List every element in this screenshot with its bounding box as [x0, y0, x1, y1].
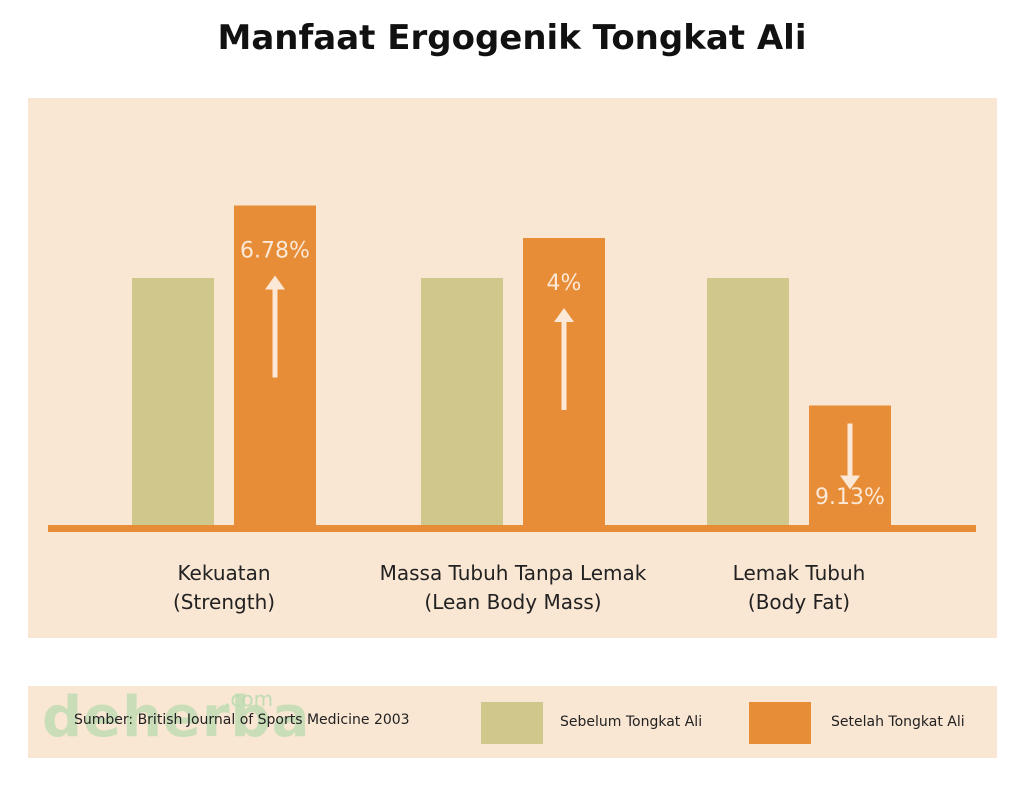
chart-title: Manfaat Ergogenik Tongkat Ali	[217, 18, 807, 58]
x-axis-baseline	[48, 525, 976, 532]
bar-annotation-label: 4%	[547, 271, 582, 296]
x-tick-label: Massa Tubuh Tanpa Lemak	[380, 561, 647, 585]
bar-chart: 6.78% Kekuatan (Strength) 4% Massa Tubuh Tan…	[48, 205, 976, 614]
bar-before	[707, 278, 789, 528]
chart-panel: 6.78% Kekuatan (Strength) 4% Massa Tubuh Tan…	[28, 98, 997, 638]
up-arrow-head-icon	[554, 308, 574, 322]
bar-annotation-label: 9.13%	[815, 485, 885, 510]
legend-swatch-after	[749, 702, 811, 744]
legend-panel: deherba .com Sumber: British Journal of …	[28, 686, 997, 758]
source-text: Sumber: British Journal of Sports Medici…	[74, 712, 410, 728]
bar-before	[421, 278, 503, 528]
bar-annotation-label: 6.78%	[240, 239, 310, 264]
up-arrow-head-icon	[265, 275, 285, 290]
watermark-logo: deherba	[42, 685, 311, 750]
bar-before	[132, 278, 214, 528]
legend-label-after: Setelah Tongkat Ali	[831, 714, 965, 730]
legend-swatch-before	[481, 702, 543, 744]
legend-label-before: Sebelum Tongkat Ali	[560, 714, 703, 730]
x-tick-label: Lemak Tubuh	[733, 561, 866, 585]
watermark-suffix: .com	[224, 687, 274, 711]
x-tick-label: (Body Fat)	[748, 590, 850, 614]
down-arrow-head-icon	[840, 475, 860, 490]
x-tick-label: Kekuatan	[177, 561, 270, 585]
x-tick-label: (Strength)	[173, 590, 275, 614]
x-tick-label: (Lean Body Mass)	[424, 590, 601, 614]
